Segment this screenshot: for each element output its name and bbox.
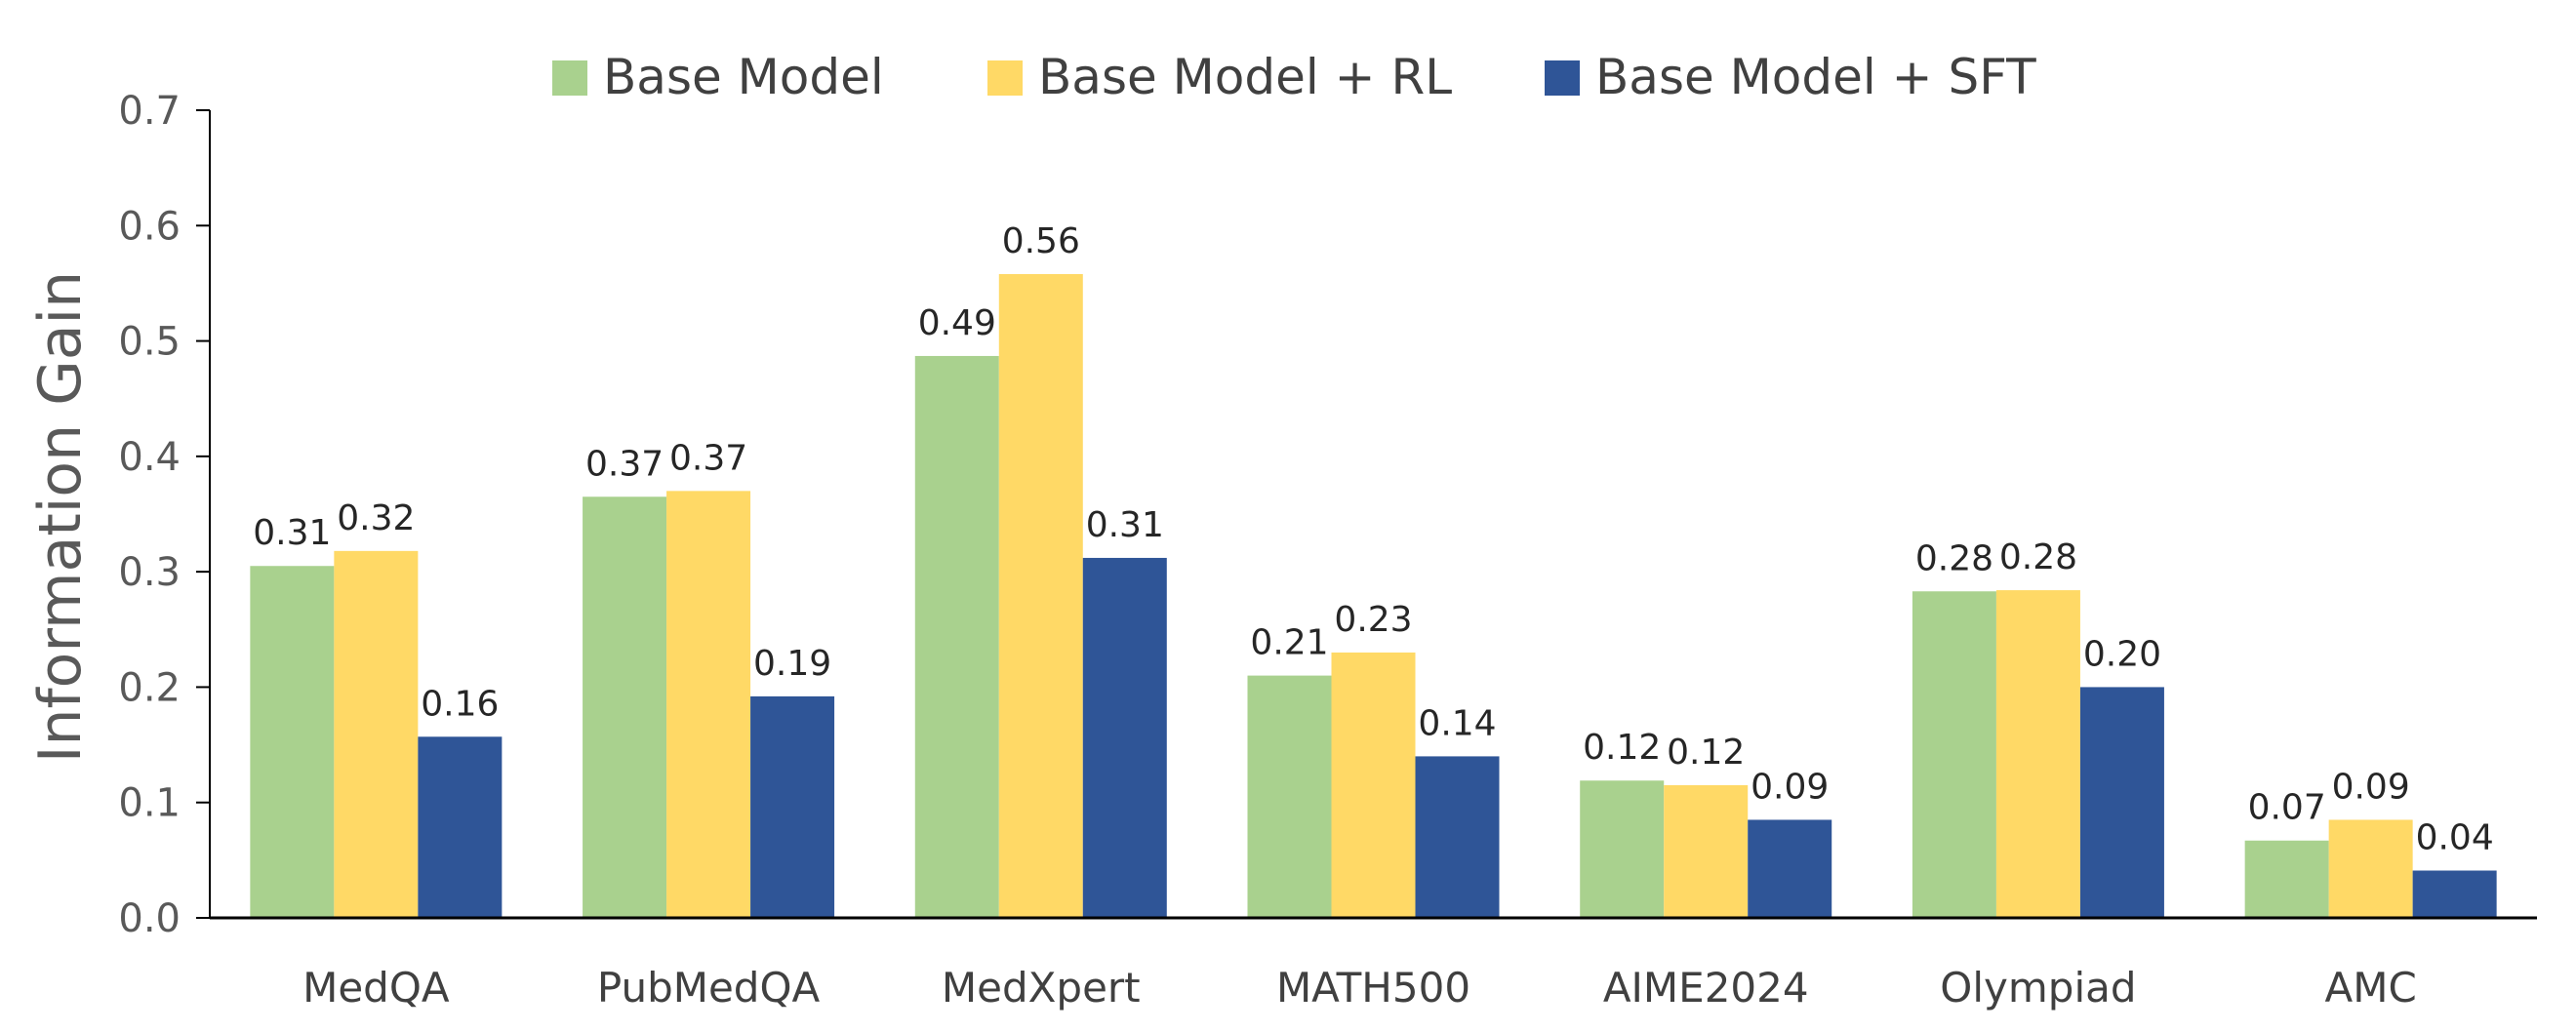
data-label: 0.14	[1418, 703, 1496, 743]
bar	[1331, 652, 1416, 918]
data-label: 0.49	[918, 303, 996, 343]
x-tick-label: PubMedQA	[597, 964, 821, 1012]
data-label: 0.21	[1250, 623, 1328, 663]
y-tick-label: 0.4	[118, 435, 181, 480]
bar	[1082, 557, 1167, 918]
y-tick-label: 0.2	[118, 665, 181, 710]
x-tick-label: AIME2024	[1603, 964, 1809, 1012]
legend-swatch	[1545, 60, 1580, 96]
data-label: 0.09	[1751, 767, 1829, 807]
x-tick-label: MATH500	[1276, 964, 1470, 1012]
bar	[1415, 756, 1500, 918]
bar	[1748, 819, 1832, 918]
bars	[250, 273, 2497, 919]
bar	[2328, 819, 2413, 918]
data-label: 0.37	[585, 444, 664, 484]
data-label: 0.31	[1086, 505, 1164, 545]
x-tick-label: MedQA	[302, 964, 450, 1012]
data-label: 0.04	[2416, 818, 2494, 858]
data-label: 0.19	[753, 644, 831, 684]
x-axis: MedQA PubMedQA MedXpert MATH500 AIME2024 Olym…	[302, 964, 2417, 1012]
x-tick-label: MedXpert	[942, 964, 1141, 1012]
y-axis: 0.0 0.1 0.2 0.3 0.4 0.5 0.6 0.7	[118, 89, 210, 941]
data-label: 0.56	[1002, 221, 1080, 261]
data-labels: 0.31 0.320.160.37 0.370.190.490.560.310.21…	[253, 221, 2493, 858]
legend-label: Base Model + SFT	[1595, 49, 2036, 105]
data-label: 0.12	[1667, 733, 1745, 773]
legend-swatch	[552, 60, 587, 96]
data-label: 0.31	[253, 513, 331, 553]
data-label: 0.37	[669, 438, 747, 478]
y-tick-label: 0.7	[118, 89, 181, 134]
x-tick-label: Olympiad	[1940, 964, 2136, 1012]
data-label: 0.28	[1915, 538, 1993, 578]
bar	[1664, 784, 1749, 918]
legend-label: Base Model + RL	[1038, 49, 1452, 105]
data-label: 0.28	[1999, 537, 2077, 577]
data-label: 0.20	[2083, 634, 2161, 674]
y-tick-label: 0.5	[118, 320, 181, 365]
bar	[583, 496, 667, 918]
bar	[1912, 591, 1996, 918]
y-tick-label: 0.6	[118, 204, 181, 249]
bar	[418, 736, 503, 918]
bar	[1580, 780, 1665, 918]
bar	[2079, 687, 2164, 918]
bar	[998, 273, 1083, 919]
bar	[2412, 870, 2497, 918]
data-label: 0.32	[337, 498, 415, 538]
bar	[1995, 590, 2080, 918]
bar	[2244, 840, 2329, 918]
bar	[914, 355, 999, 918]
data-label: 0.16	[421, 684, 499, 724]
data-label: 0.12	[1583, 728, 1661, 768]
y-tick-label: 0.3	[118, 550, 181, 595]
data-label: 0.09	[2332, 767, 2410, 807]
bar	[1247, 675, 1332, 918]
legend: Base Model Base Model + RL Base Model + SF…	[552, 49, 2036, 105]
bar	[250, 566, 335, 918]
bar	[666, 491, 751, 918]
legend-swatch	[987, 60, 1023, 96]
legend-label: Base Model	[603, 49, 884, 105]
x-tick-label: AMC	[2324, 964, 2416, 1012]
data-label: 0.07	[2248, 788, 2326, 828]
data-label: 0.23	[1334, 600, 1412, 640]
y-tick-label: 0.1	[118, 781, 181, 826]
bar	[750, 695, 835, 918]
y-tick-label: 0.0	[118, 896, 181, 941]
y-axis-title: Information Gain	[26, 271, 95, 763]
bar	[334, 550, 419, 918]
